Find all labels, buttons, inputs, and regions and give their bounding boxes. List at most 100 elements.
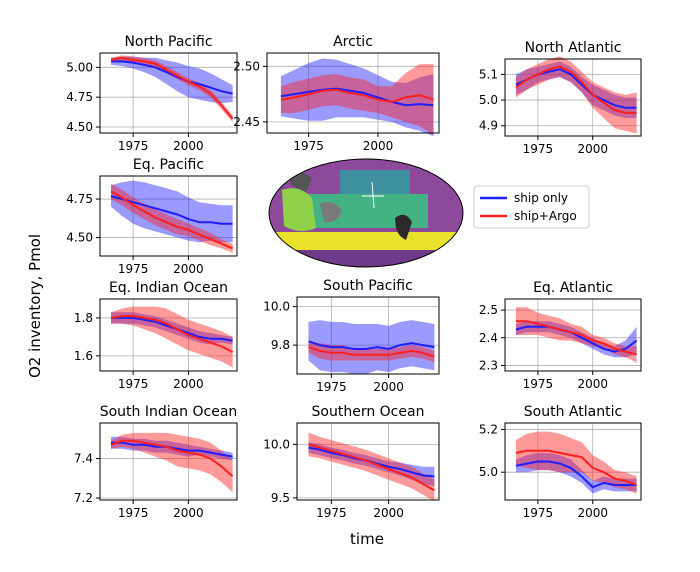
map-outline — [268, 158, 464, 268]
ytick-label-arctic: 2.45 — [233, 115, 260, 129]
panel-frame-south-indian-ocean — [99, 422, 238, 501]
panel-eq-pacific: 1975 2000 4.50 4.75 Eq. Pacific — [66, 157, 238, 276]
panel-south-atlantic: 1975 2000 5.0 5.2 South Atlantic — [479, 404, 642, 520]
panel-title-south-pacific: South Pacific — [323, 278, 413, 294]
panel-title-south-atlantic: South Atlantic — [524, 404, 622, 420]
xtick-label-arctic: 1975 — [293, 139, 324, 153]
panel-frame-north-atlantic — [504, 58, 642, 137]
xtick-label-south-indian-ocean: 1975 — [118, 506, 149, 520]
xtick-label-south-pacific: 1975 — [316, 380, 347, 394]
ytick-label-eq-atlantic: 2.5 — [479, 303, 498, 317]
panel-bg-eq-indian-ocean — [100, 299, 237, 371]
panel-title-arctic: Arctic — [333, 34, 373, 50]
legend-label-ship-argo: ship+Argo — [514, 209, 577, 223]
panels: 1975 2000 4.50 4.75 5.00 North Pacific 1975 200… — [66, 34, 642, 520]
xtick-label-eq-pacific: 2000 — [173, 262, 204, 276]
ytick-label-eq-pacific: 4.50 — [66, 231, 93, 245]
band-ship-argo-north-atlantic — [516, 56, 637, 134]
ytick-label-south-pacific: 9.8 — [271, 338, 290, 352]
xtick-label-south-atlantic: 2000 — [577, 506, 608, 520]
panel-frame-southern-ocean — [296, 422, 440, 501]
panel-south-pacific: 1975 2000 9.8 10.0 South Pacific — [263, 278, 440, 394]
line-ship-argo-north-atlantic — [515, 65, 637, 114]
xtick-label-eq-pacific: 1975 — [118, 262, 149, 276]
band-ship-argo-south-atlantic — [516, 431, 637, 494]
ytick-label-eq-indian-ocean: 1.8 — [74, 311, 93, 325]
map-indian-region — [282, 188, 316, 232]
line-ship-argo-south-pacific — [308, 346, 435, 358]
ytick-label-eq-pacific: 4.75 — [66, 192, 93, 206]
panel-frame-arctic — [266, 52, 440, 134]
ytick-label-north-pacific: 4.50 — [66, 120, 93, 134]
xtick-label-south-atlantic: 1975 — [523, 506, 554, 520]
panel-frame-eq-indian-ocean — [99, 298, 238, 372]
xtick-label-north-pacific: 1975 — [118, 139, 149, 153]
band-ship-argo-arctic — [280, 64, 434, 136]
line-ship-argo-north-pacific — [110, 56, 234, 120]
ytick-label-north-atlantic: 5.1 — [479, 67, 498, 81]
panel-title-north-pacific: North Pacific — [124, 34, 212, 50]
xtick-label-eq-atlantic: 2000 — [577, 377, 608, 391]
band-ship-argo-eq-indian-ocean — [111, 306, 233, 368]
panel-north-pacific: 1975 2000 4.50 4.75 5.00 North Pacific — [66, 34, 238, 153]
line-ship-argo-eq-indian-ocean — [110, 315, 234, 353]
line-ship-only-south-atlantic — [515, 460, 637, 489]
panel-bg-eq-atlantic — [505, 299, 641, 371]
panel-title-north-atlantic: North Atlantic — [525, 40, 622, 56]
line-ship-only-arctic — [280, 87, 434, 107]
band-ship-only-eq-pacific — [111, 180, 233, 243]
ytick-label-eq-atlantic: 2.4 — [479, 331, 498, 345]
line-ship-only-eq-pacific — [110, 195, 233, 225]
band-ship-only-eq-atlantic — [516, 321, 637, 358]
line-ship-argo-eq-atlantic — [516, 320, 637, 356]
panel-southern-ocean: 1975 2000 9.5 10.0 Southern Ocean — [263, 404, 440, 520]
panel-bg-south-pacific — [297, 297, 439, 374]
ytick-label-southern-ocean: 10.0 — [263, 437, 290, 451]
xtick-label-north-atlantic: 1975 — [523, 142, 554, 156]
panel-bg-north-atlantic — [505, 59, 641, 136]
panel-title-southern-ocean: Southern Ocean — [312, 404, 425, 420]
ytick-label-south-pacific: 10.0 — [263, 300, 290, 314]
ytick-label-south-indian-ocean: 7.2 — [74, 491, 93, 505]
line-ship-only-north-pacific — [111, 60, 233, 95]
y-axis-label: O2 inventory, Pmol — [26, 234, 44, 378]
panel-bg-eq-pacific — [100, 176, 237, 256]
map-south-polar — [269, 250, 463, 267]
map-north-pacific — [340, 170, 410, 194]
line-ship-argo-southern-ocean — [308, 443, 435, 492]
line-ship-only-south-pacific — [308, 340, 435, 351]
line-ship-only-eq-atlantic — [515, 325, 638, 353]
panel-frame-south-atlantic — [504, 422, 642, 501]
panel-eq-indian-ocean: 1975 2000 1.6 1.8 Eq. Indian Ocean — [74, 280, 238, 391]
panel-south-indian-ocean: 1975 2000 7.2 7.4 South Indian Ocean — [74, 404, 238, 520]
band-ship-argo-southern-ocean — [308, 432, 435, 502]
line-ship-argo-south-atlantic — [515, 449, 637, 486]
xtick-label-south-indian-ocean: 2000 — [173, 506, 204, 520]
band-ship-argo-north-pacific — [111, 55, 233, 123]
ytick-label-north-atlantic: 4.9 — [479, 119, 498, 133]
xtick-label-eq-indian-ocean: 1975 — [118, 377, 149, 391]
legend-label-ship-only: ship only — [514, 191, 568, 205]
panel-title-eq-pacific: Eq. Pacific — [133, 157, 204, 173]
map-marker — [362, 181, 384, 209]
map-australia — [320, 202, 342, 223]
ytick-label-south-atlantic: 5.2 — [479, 422, 498, 436]
line-ship-argo-arctic — [280, 88, 434, 103]
ytick-label-north-atlantic: 5.0 — [479, 93, 498, 107]
xtick-label-north-atlantic: 2000 — [577, 142, 608, 156]
panel-frame-south-pacific — [296, 296, 440, 375]
panel-title-south-indian-ocean: South Indian Ocean — [100, 404, 238, 420]
legend-box — [473, 185, 590, 229]
ytick-label-south-indian-ocean: 7.4 — [74, 452, 93, 466]
xtick-label-southern-ocean: 1975 — [316, 506, 347, 520]
line-ship-argo-eq-pacific — [110, 190, 233, 250]
map-southern-band — [269, 232, 463, 250]
ytick-label-arctic: 2.50 — [233, 59, 260, 73]
panel-title-eq-atlantic: Eq. Atlantic — [533, 280, 613, 296]
xtick-label-eq-atlantic: 1975 — [523, 377, 554, 391]
ytick-label-north-pacific: 4.75 — [66, 90, 93, 104]
panel-bg-south-atlantic — [505, 423, 641, 500]
xtick-label-southern-ocean: 2000 — [373, 506, 404, 520]
xtick-label-eq-indian-ocean: 2000 — [173, 377, 204, 391]
